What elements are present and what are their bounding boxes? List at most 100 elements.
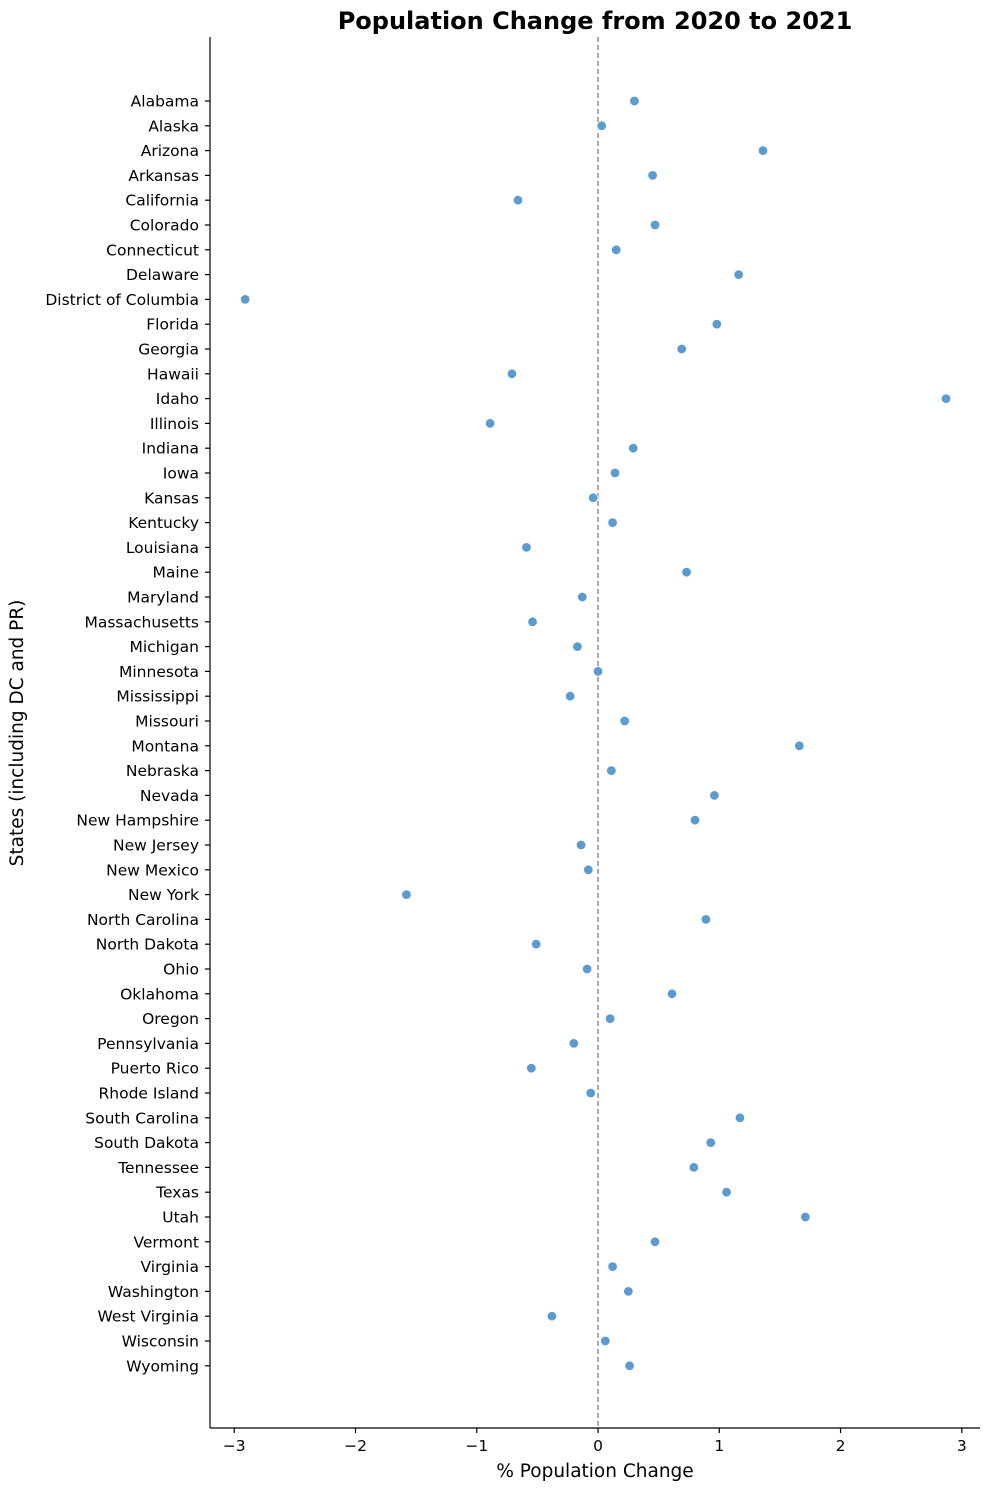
data-point bbox=[700, 914, 712, 925]
y-tick-label: West Virginia bbox=[98, 1308, 199, 1326]
data-point bbox=[681, 567, 692, 578]
data-point bbox=[607, 1261, 618, 1272]
data-point bbox=[581, 963, 593, 975]
data-point bbox=[623, 1286, 634, 1297]
data-point bbox=[577, 591, 588, 603]
data-point bbox=[629, 95, 640, 107]
y-tick-label: Georgia bbox=[138, 341, 199, 359]
y-tick-label: Indiana bbox=[142, 440, 199, 458]
data-point bbox=[940, 393, 952, 404]
y-tick-label: New York bbox=[128, 886, 199, 904]
data-point bbox=[627, 443, 639, 454]
y-tick-label: Massachusetts bbox=[84, 613, 199, 631]
data-point bbox=[527, 616, 538, 628]
x-tick-label: 1 bbox=[714, 1437, 724, 1455]
data-point bbox=[800, 1211, 811, 1223]
data-point bbox=[604, 1013, 616, 1024]
y-tick-label: Iowa bbox=[163, 465, 199, 483]
y-tick-label: District of Columbia bbox=[45, 291, 199, 309]
y-tick-label: Wyoming bbox=[126, 1357, 199, 1375]
y-tick-label: Nebraska bbox=[126, 762, 199, 780]
data-point bbox=[711, 319, 723, 330]
data-point bbox=[546, 1310, 558, 1322]
y-tick-label: New Jersey bbox=[113, 837, 199, 855]
y-tick-label: Vermont bbox=[133, 1233, 199, 1251]
data-point bbox=[676, 343, 687, 355]
data-point bbox=[526, 1062, 537, 1074]
y-tick-label: Alabama bbox=[131, 93, 199, 111]
data-point bbox=[484, 418, 496, 429]
x-tick-label: 0 bbox=[593, 1437, 603, 1455]
data-point bbox=[733, 269, 744, 280]
data-point bbox=[794, 740, 805, 752]
y-tick-label: Virginia bbox=[141, 1258, 199, 1276]
data-point bbox=[607, 517, 618, 528]
x-tick-label: −1 bbox=[465, 1437, 488, 1455]
x-tick-label: 2 bbox=[836, 1437, 846, 1455]
data-point bbox=[572, 641, 583, 652]
y-tick-label: Oklahoma bbox=[120, 985, 199, 1003]
y-tick-label: North Carolina bbox=[87, 911, 199, 929]
data-point bbox=[583, 864, 594, 876]
y-tick-label: New Hampshire bbox=[76, 812, 199, 830]
y-tick-label: Kansas bbox=[144, 489, 199, 507]
y-tick-label: Florida bbox=[146, 316, 199, 334]
data-point bbox=[401, 889, 412, 900]
data-point bbox=[649, 219, 661, 231]
y-axis-label: States (including DC and PR) bbox=[7, 600, 28, 867]
y-tick-label: Arizona bbox=[141, 142, 199, 160]
y-tick-label: New Mexico bbox=[106, 861, 199, 879]
y-tick-label: Pennsylvania bbox=[97, 1035, 199, 1053]
data-point bbox=[564, 691, 576, 702]
y-tick-label: Nevada bbox=[140, 787, 199, 805]
data-point bbox=[709, 790, 720, 801]
data-point bbox=[521, 542, 532, 553]
y-tick-label: Washington bbox=[108, 1283, 199, 1301]
y-tick-label: Michigan bbox=[130, 638, 200, 656]
data-point bbox=[624, 1360, 635, 1372]
y-tick-label: Texas bbox=[155, 1184, 199, 1202]
y-tick-label: Mississippi bbox=[116, 688, 199, 706]
y-tick-label: Alaska bbox=[148, 117, 199, 135]
data-point bbox=[506, 368, 518, 380]
y-axis-ticks: Alabama Alaska Arizona Arkansas California Co… bbox=[45, 93, 210, 1375]
data-point bbox=[666, 988, 678, 1000]
y-tick-label: Utah bbox=[162, 1209, 199, 1227]
data-point bbox=[512, 194, 524, 206]
data-point bbox=[705, 1137, 717, 1148]
y-tick-label: Rhode Island bbox=[99, 1085, 200, 1103]
y-tick-label: Tennessee bbox=[117, 1159, 199, 1177]
y-tick-label: Connecticut bbox=[106, 241, 199, 259]
x-tick-label: 3 bbox=[957, 1437, 967, 1455]
y-tick-label: Missouri bbox=[135, 713, 199, 731]
y-tick-label: Puerto Rico bbox=[111, 1060, 199, 1078]
chart-title: Population Change from 2020 to 2021 bbox=[338, 7, 853, 35]
data-point bbox=[757, 145, 769, 156]
plot-area bbox=[209, 37, 980, 1429]
data-point bbox=[568, 1038, 579, 1049]
data-point bbox=[721, 1186, 732, 1198]
y-tick-label: Colorado bbox=[130, 217, 199, 235]
data-point bbox=[619, 715, 630, 727]
y-tick-label: Wisconsin bbox=[122, 1333, 199, 1351]
data-point bbox=[606, 765, 617, 776]
data-point bbox=[585, 1087, 596, 1099]
y-tick-label: Idaho bbox=[156, 390, 199, 408]
y-tick-label: North Dakota bbox=[96, 936, 199, 954]
data-point bbox=[575, 839, 587, 851]
data-points bbox=[239, 95, 952, 1372]
y-tick-label: South Carolina bbox=[85, 1109, 199, 1127]
x-tick-label: −2 bbox=[344, 1437, 367, 1455]
y-tick-label: Illinois bbox=[150, 415, 199, 433]
data-point bbox=[689, 815, 701, 826]
y-tick-label: Oregon bbox=[142, 1010, 199, 1028]
data-point bbox=[587, 492, 599, 504]
data-point bbox=[592, 666, 604, 677]
y-tick-label: Delaware bbox=[126, 266, 199, 284]
y-tick-label: Maryland bbox=[127, 589, 199, 607]
y-tick-label: Arkansas bbox=[128, 167, 199, 185]
x-tick-label: −3 bbox=[223, 1437, 246, 1455]
data-point bbox=[611, 244, 622, 256]
data-point bbox=[239, 294, 251, 305]
data-point bbox=[596, 120, 607, 132]
